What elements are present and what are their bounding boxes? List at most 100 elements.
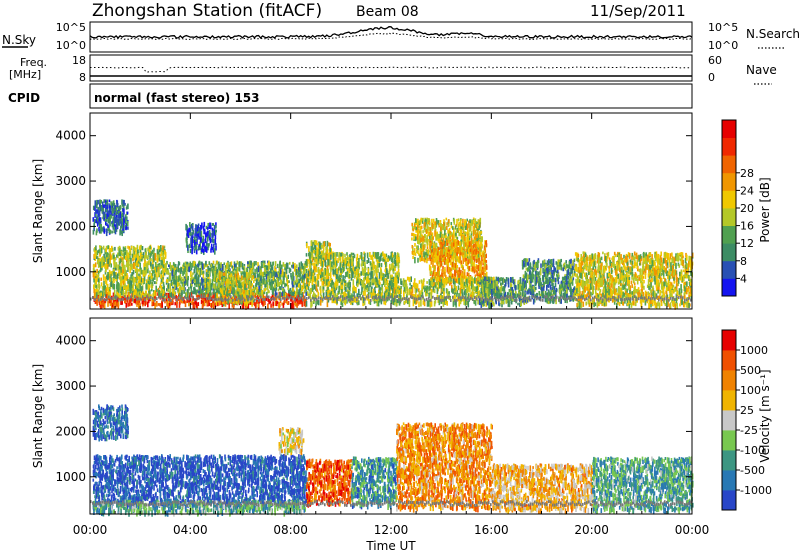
data-cell xyxy=(241,303,244,310)
data-cell xyxy=(194,276,196,279)
data-cell xyxy=(380,292,383,299)
data-cell xyxy=(362,297,365,304)
data-cell xyxy=(264,284,266,288)
data-cell xyxy=(422,230,424,234)
data-cell xyxy=(152,255,155,260)
data-cell xyxy=(462,218,464,224)
data-cell xyxy=(396,275,399,279)
data-cell xyxy=(377,262,379,269)
data-cell xyxy=(180,267,183,272)
data-cell xyxy=(259,275,262,279)
data-cell xyxy=(214,283,217,288)
data-cell xyxy=(442,245,444,252)
data-cell xyxy=(315,278,317,285)
data-cell xyxy=(178,282,181,286)
data-cell xyxy=(223,277,225,284)
data-cell xyxy=(346,268,349,272)
data-cell xyxy=(397,253,400,257)
data-cell xyxy=(169,283,172,288)
data-cell xyxy=(200,269,203,272)
data-cell xyxy=(480,241,482,247)
data-cell xyxy=(361,285,363,293)
data-cell xyxy=(194,289,196,294)
data-cell xyxy=(140,281,143,286)
data-cell xyxy=(102,297,104,304)
data-cell xyxy=(474,233,477,241)
data-cell xyxy=(118,245,121,251)
data-cell xyxy=(150,261,152,267)
data-cell xyxy=(308,252,310,257)
data-cell xyxy=(130,263,133,270)
data-cell xyxy=(417,238,419,244)
data-cell xyxy=(311,256,314,263)
data-cell xyxy=(237,291,240,298)
data-cell xyxy=(286,262,289,269)
data-cell xyxy=(468,227,471,232)
data-cell xyxy=(296,279,299,283)
data-cell xyxy=(134,288,136,295)
data-cell xyxy=(200,289,203,294)
data-cell xyxy=(429,226,432,232)
data-cell xyxy=(337,298,340,302)
data-cell xyxy=(195,301,198,308)
data-cell xyxy=(118,276,121,280)
data-cell xyxy=(161,259,163,264)
data-cell xyxy=(104,285,107,290)
data-cell xyxy=(165,269,168,275)
data-cell xyxy=(258,281,260,286)
data-cell xyxy=(94,264,96,268)
data-cell xyxy=(201,277,203,281)
data-cell xyxy=(148,251,150,257)
data-cell xyxy=(119,248,121,254)
data-cell xyxy=(292,262,294,269)
data-cell xyxy=(229,274,231,278)
data-cell xyxy=(200,265,203,272)
data-cell xyxy=(215,291,218,295)
data-cell xyxy=(121,273,124,277)
data-cell xyxy=(344,258,346,264)
data-cell xyxy=(196,267,199,275)
data-cell xyxy=(154,255,157,261)
data-cell xyxy=(322,286,325,290)
data-cell xyxy=(351,257,354,264)
data-cell xyxy=(258,276,260,282)
data-cell xyxy=(303,289,306,294)
nsky-tick-top: 10^5 xyxy=(56,21,86,34)
data-cell xyxy=(468,272,470,278)
data-cell xyxy=(308,259,311,264)
data-cell xyxy=(450,222,453,226)
data-cell xyxy=(197,277,200,284)
data-cell xyxy=(356,283,359,288)
data-cell xyxy=(325,254,327,261)
data-cell xyxy=(151,275,153,279)
data-cell xyxy=(268,301,270,305)
data-cell xyxy=(370,274,372,280)
data-cell xyxy=(297,283,300,288)
data-cell xyxy=(162,278,164,284)
data-cell xyxy=(472,229,475,235)
data-cell xyxy=(265,295,268,301)
data-cell xyxy=(477,236,480,243)
data-cell xyxy=(447,236,449,240)
data-cell xyxy=(200,279,202,285)
data-cell xyxy=(271,283,273,290)
data-cell xyxy=(216,269,218,275)
data-cell xyxy=(314,245,317,252)
data-cell xyxy=(320,289,322,294)
data-cell xyxy=(386,269,388,276)
data-cell xyxy=(332,252,335,260)
data-cell xyxy=(268,261,270,266)
data-cell xyxy=(462,266,464,271)
data-cell xyxy=(267,297,269,302)
data-cell xyxy=(274,279,276,283)
data-cell xyxy=(466,272,469,277)
data-cell xyxy=(375,255,378,260)
data-cell xyxy=(174,302,176,306)
data-cell xyxy=(250,260,252,266)
data-cell xyxy=(274,271,276,276)
data-cell xyxy=(362,290,365,296)
data-cell xyxy=(250,281,252,286)
data-cell xyxy=(242,290,244,296)
data-cell xyxy=(415,236,417,242)
data-cell xyxy=(284,292,287,299)
